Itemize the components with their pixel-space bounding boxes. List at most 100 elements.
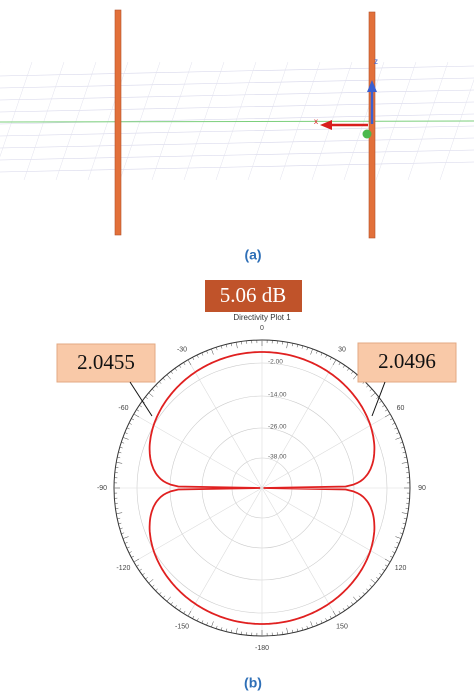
tick	[394, 427, 398, 430]
tick	[366, 588, 369, 591]
tick	[118, 522, 122, 525]
tick	[148, 392, 154, 397]
tick	[325, 618, 328, 622]
tick	[179, 608, 182, 611]
tick	[353, 374, 358, 380]
grid-line	[0, 149, 474, 161]
tick	[159, 592, 162, 595]
tick	[353, 596, 358, 602]
plot-title: Directivity Plot 1	[233, 313, 291, 322]
tick	[174, 368, 177, 371]
pattern-curve	[148, 351, 376, 625]
badge-text: 5.06 dB	[220, 283, 287, 307]
callout-text: 2.0496	[378, 349, 436, 373]
tick	[131, 555, 135, 558]
tick	[225, 628, 228, 632]
tick	[216, 625, 218, 629]
tick	[366, 385, 369, 388]
tick	[183, 610, 186, 614]
tick	[351, 371, 354, 374]
tick	[376, 577, 379, 580]
angle-label: -180	[255, 645, 269, 652]
tick	[216, 347, 218, 351]
tick	[401, 527, 405, 530]
angle-label: 90	[418, 485, 426, 492]
tick	[126, 546, 130, 549]
tick	[225, 344, 228, 348]
tick	[122, 536, 129, 539]
radial-label: -2.00	[268, 359, 283, 366]
tick	[384, 413, 391, 418]
angle-label: -30	[177, 346, 187, 353]
tick	[358, 595, 362, 599]
grid-line	[55, 61, 97, 181]
tick	[332, 359, 337, 366]
tick	[394, 546, 398, 549]
tick	[119, 527, 123, 530]
tick	[301, 627, 304, 631]
tick	[396, 432, 400, 434]
angle-label: 60	[397, 405, 405, 412]
grid-line	[87, 61, 129, 181]
tick	[392, 551, 396, 554]
tick	[236, 627, 238, 634]
spoke	[187, 487, 263, 617]
tick	[347, 368, 350, 371]
z-arrow-head	[367, 80, 377, 92]
angle-label: -150	[175, 623, 189, 630]
tick	[155, 588, 158, 591]
tick	[142, 573, 145, 576]
tick	[399, 442, 403, 444]
tick	[286, 627, 288, 634]
tick	[121, 532, 125, 534]
y-axis-dot	[362, 129, 372, 139]
tick	[151, 584, 155, 588]
tick	[126, 427, 130, 430]
tick	[206, 350, 208, 354]
tick	[145, 396, 148, 399]
dipole-right	[368, 11, 376, 239]
tick	[395, 437, 402, 440]
tick	[187, 359, 192, 366]
panel-label: (b)	[244, 675, 262, 691]
spoke	[261, 487, 337, 617]
tick	[316, 350, 318, 354]
radial-label: -26.00	[268, 424, 287, 431]
tick	[211, 621, 214, 628]
spoke	[133, 487, 263, 563]
tick	[399, 532, 403, 534]
tick	[351, 602, 354, 605]
tick	[201, 620, 204, 624]
tick	[128, 551, 132, 554]
tick	[148, 579, 154, 584]
tick	[133, 413, 140, 418]
tick	[179, 365, 182, 368]
grid-line	[0, 65, 474, 77]
tick	[382, 405, 385, 408]
tick	[116, 512, 123, 514]
tick	[310, 348, 313, 355]
radial-label: -14.00	[268, 392, 287, 399]
dipole-left	[114, 9, 122, 236]
tick	[201, 352, 204, 356]
tick	[316, 622, 318, 626]
grid-line	[0, 137, 474, 149]
callout-arrow	[371, 381, 386, 417]
tick	[131, 418, 135, 421]
tick	[286, 342, 288, 349]
callout-arrow	[129, 381, 153, 417]
tick	[382, 568, 385, 571]
tick	[389, 418, 393, 421]
angle-label: 0	[260, 325, 264, 332]
tick	[306, 347, 308, 351]
x-label: x	[314, 117, 318, 126]
tick	[236, 342, 238, 349]
tick	[369, 388, 373, 392]
tick	[166, 596, 171, 602]
tick	[119, 446, 123, 449]
y-axis-line	[0, 120, 474, 123]
grid-line	[0, 77, 474, 89]
tick	[342, 608, 345, 611]
tick	[392, 422, 396, 425]
tick	[332, 610, 337, 617]
